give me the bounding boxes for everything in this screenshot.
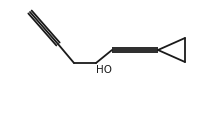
Text: HO: HO [96, 65, 112, 75]
